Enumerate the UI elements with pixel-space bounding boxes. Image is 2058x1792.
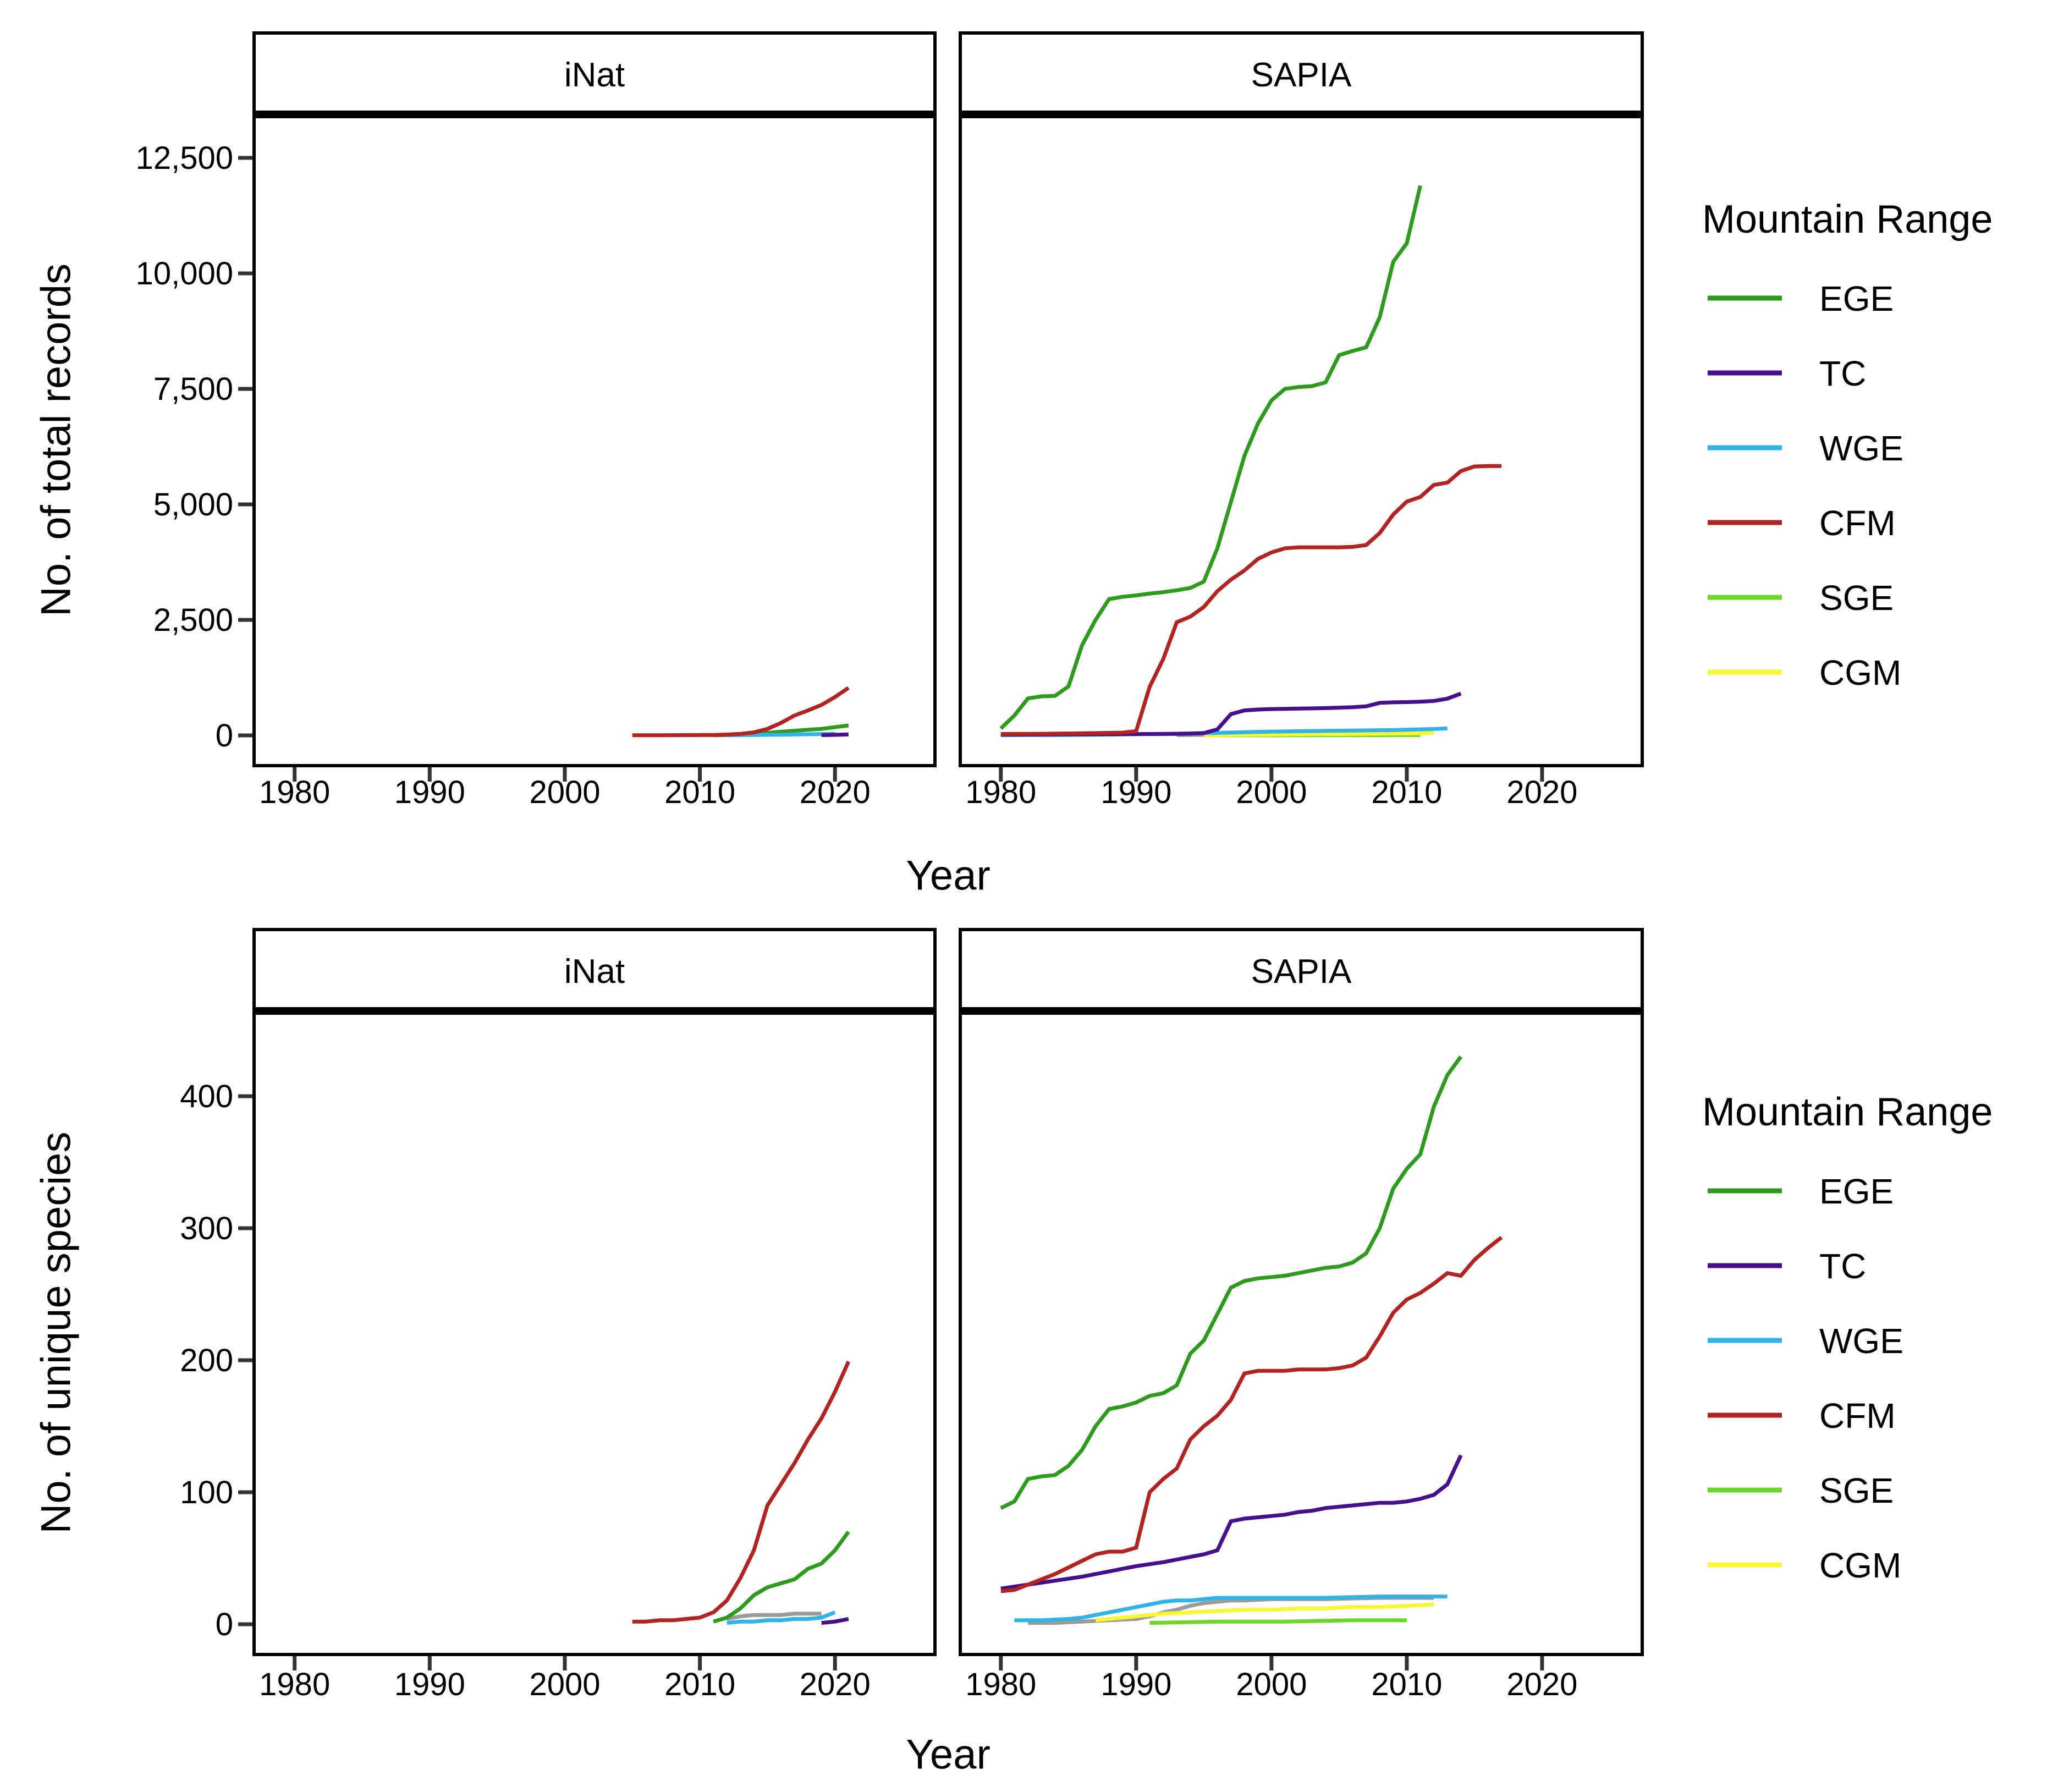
series-line-tc: [1000, 1454, 1463, 1591]
series-line-cfm: [632, 686, 850, 738]
series-line-na: [727, 1612, 822, 1621]
x-axis-tick-label: 1990: [394, 774, 465, 810]
y-axis-tick-label: 0: [216, 718, 233, 754]
x-axis-tick-label: 2010: [1371, 1667, 1442, 1702]
facet-strip-label-inat-records: iNat: [564, 56, 625, 94]
series-line-ege: [999, 185, 1422, 730]
legend-label-cfm: CFM: [1819, 1396, 1896, 1436]
x-axis-tick-label: 2020: [800, 1667, 871, 1702]
x-axis-tick-label: 1980: [965, 774, 1036, 810]
x-axis-tick-label: 2020: [800, 774, 871, 810]
y-axis-tick-label: 400: [180, 1079, 233, 1114]
x-axis-tick-label: 1990: [1100, 1667, 1171, 1702]
facet-strip: [252, 928, 937, 1013]
legend-label-sge: SGE: [1819, 1471, 1894, 1510]
x-axis-tick-label: 2000: [1236, 1667, 1307, 1702]
x-axis-tick-label: 2010: [664, 774, 735, 810]
y-axis-title-species: No. of unique species: [32, 1131, 80, 1534]
legend-label-wge: WGE: [1819, 1321, 1903, 1361]
y-axis-tick-label: 12,500: [136, 140, 233, 176]
y-axis-tick-label: 2,500: [153, 602, 233, 638]
legend-title-records: Mountain Range: [1702, 197, 1993, 241]
panel-border: [252, 113, 937, 767]
x-axis-tick-label: 1980: [259, 1667, 330, 1702]
series-line-tc: [821, 1617, 849, 1625]
panel-border: [959, 1009, 1644, 1656]
x-axis-tick-label: 2000: [1236, 774, 1307, 810]
x-axis-tick-label: 1980: [259, 774, 330, 810]
x-axis-tick-label: 1980: [965, 1667, 1036, 1702]
facet-strip: [252, 31, 937, 116]
x-axis-tick-label: 2000: [529, 774, 600, 810]
x-axis-tick-label: 2010: [664, 1667, 735, 1702]
y-axis-tick-label: 10,000: [136, 256, 233, 292]
series-line-ege: [1000, 1055, 1463, 1510]
facet-strip-label-sapia-species: SAPIA: [1251, 953, 1352, 991]
panel-border: [959, 113, 1644, 767]
legend-label-sge: SGE: [1819, 578, 1894, 618]
panel-sapia-row0: 1980 1990 2000 2010 2020: [959, 31, 1644, 810]
series-line-wge: [727, 1610, 836, 1625]
y-axis-tick-label: 100: [180, 1475, 233, 1510]
y-axis-tick-label: 7,500: [153, 371, 233, 407]
x-axis-tick-label: 2010: [1371, 774, 1442, 810]
x-axis-tick-label: 2020: [1506, 1667, 1577, 1702]
legend-label-tc: TC: [1819, 354, 1866, 393]
x-axis-tick-label: 1990: [1100, 774, 1171, 810]
series-line-tc: [1000, 691, 1462, 737]
facet-strip-label-inat-species: iNat: [564, 953, 625, 991]
legend-label-ege: EGE: [1819, 1172, 1894, 1211]
y-axis-tick-label: 200: [180, 1343, 233, 1378]
series-line-cfm: [1000, 1236, 1503, 1593]
series-line-tc: [821, 732, 849, 737]
panel-inat-row0: 1980 1990 2000 2010 2020 0 2,500 5,000 7,500 10,0…: [136, 31, 937, 810]
panel-inat-row1: 1980 1990 2000 2010 2020 0 100 200 300 400: [180, 928, 937, 1702]
y-axis-tick-label: 300: [180, 1211, 233, 1246]
facet-strip-label-sapia-records: SAPIA: [1251, 56, 1352, 94]
x-axis-tick-label: 1990: [394, 1667, 465, 1702]
series-line-wge: [1014, 1595, 1448, 1623]
series-lines-group: [1000, 1055, 1503, 1625]
series-line-cfm: [632, 1360, 850, 1624]
x-axis-title-species: Year: [906, 1731, 991, 1778]
series-line-ege: [713, 1530, 850, 1624]
legend-label-tc: TC: [1819, 1246, 1866, 1286]
panel-sapia-row1: 1980 1990 2000 2010 2020: [959, 928, 1644, 1702]
legend-label-wge: WGE: [1819, 428, 1903, 468]
series-line-cfm: [1000, 464, 1502, 736]
legend-row1: EGE TC WGE CFM SGE CGM: [1708, 1172, 1903, 1585]
series-lines-group: [999, 185, 1502, 738]
facet-strip: [959, 31, 1644, 116]
panel-border: [252, 1009, 937, 1656]
legend-label-cgm: CGM: [1819, 653, 1901, 692]
legend-label-cfm: CFM: [1819, 503, 1896, 543]
series-line-cgm: [1095, 1602, 1434, 1623]
series-lines-group: [632, 1360, 850, 1625]
y-axis-title-records: No. of total records: [32, 263, 80, 617]
x-axis-tick-label: 2000: [529, 1667, 600, 1702]
x-axis-tick-label: 2020: [1506, 774, 1577, 810]
legend-label-cgm: CGM: [1819, 1546, 1901, 1585]
series-line-cgm: [1203, 731, 1434, 738]
legend-row0: EGE TC WGE CFM SGE CGM: [1708, 279, 1903, 692]
series-lines-group: [632, 686, 850, 738]
y-axis-tick-label: 5,000: [153, 487, 233, 523]
y-axis-tick-label: 0: [216, 1607, 233, 1642]
legend-title-species: Mountain Range: [1702, 1090, 1993, 1134]
series-line-sge: [1149, 1618, 1407, 1625]
legend-label-ege: EGE: [1819, 279, 1894, 318]
x-axis-title-records: Year: [906, 852, 991, 899]
